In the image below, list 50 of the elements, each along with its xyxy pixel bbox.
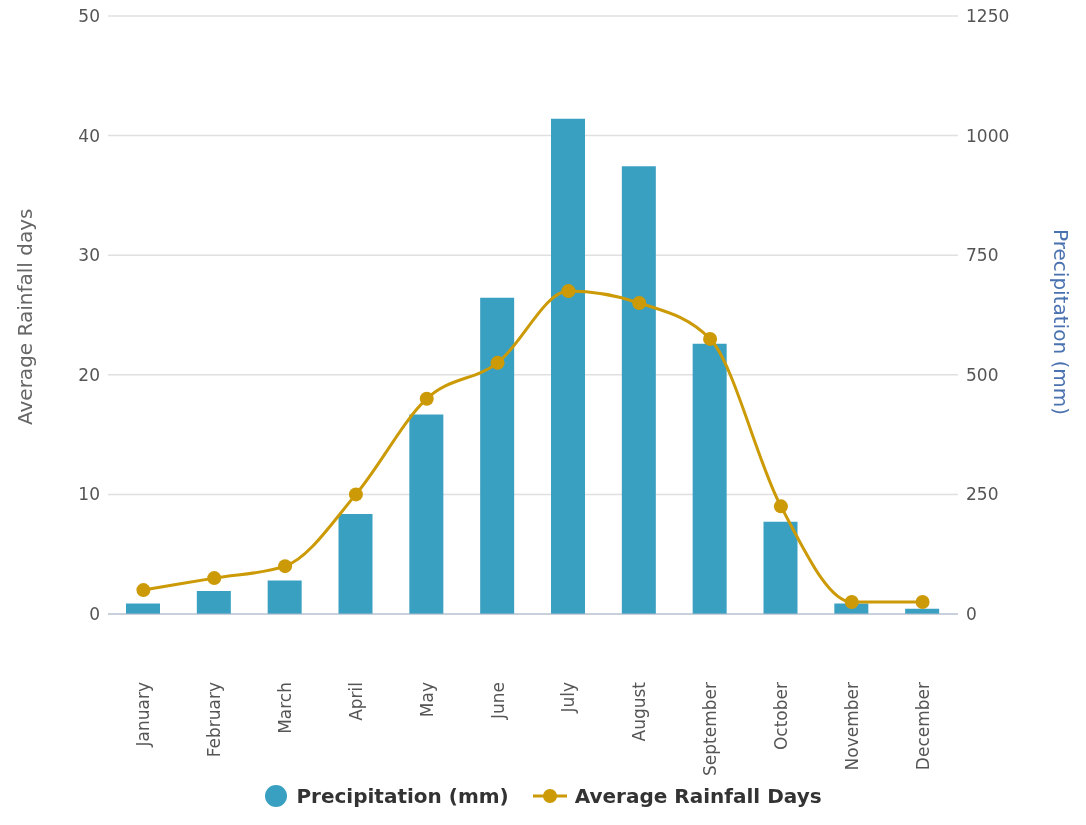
x-tick-label: September bbox=[700, 681, 721, 776]
bar bbox=[409, 414, 444, 614]
bar bbox=[196, 591, 231, 614]
point bbox=[490, 355, 505, 370]
y-axis-title: Average Rainfall days bbox=[13, 208, 38, 425]
point bbox=[136, 583, 151, 598]
x-tick-label: May bbox=[416, 682, 437, 718]
y2-axis-title: Precipitation (mm) bbox=[1048, 229, 1073, 415]
x-tick-label: March bbox=[275, 682, 296, 734]
bar bbox=[621, 166, 656, 614]
x-tick-label: June bbox=[487, 682, 508, 721]
y-tick-label: 20 bbox=[78, 364, 100, 385]
x-tick-label: January bbox=[133, 682, 154, 748]
y-tick-label: 10 bbox=[78, 484, 100, 505]
y2-tick-label: 250 bbox=[966, 484, 999, 505]
y-tick-label: 0 bbox=[89, 604, 100, 625]
legend-label: Average Rainfall Days bbox=[574, 784, 822, 808]
y-tick-label: 50 bbox=[78, 6, 100, 27]
y-tick-label: 30 bbox=[78, 245, 100, 266]
y2-tick-label: 0 bbox=[966, 604, 977, 625]
y-tick-label: 40 bbox=[78, 125, 100, 146]
point bbox=[278, 559, 293, 574]
point bbox=[844, 595, 859, 610]
x-tick-label: July bbox=[558, 682, 579, 714]
y2-tick-label: 1000 bbox=[966, 125, 1010, 146]
point bbox=[773, 499, 788, 514]
x-tick-label: April bbox=[345, 682, 366, 721]
bar bbox=[267, 580, 302, 614]
bar bbox=[338, 514, 373, 614]
x-tick-label: December bbox=[912, 681, 933, 771]
bar bbox=[692, 343, 727, 614]
legend-label: Precipitation (mm) bbox=[296, 784, 509, 808]
y2-tick-label: 750 bbox=[966, 245, 999, 266]
y2-tick-label: 1250 bbox=[966, 6, 1010, 27]
bar bbox=[480, 297, 515, 614]
x-tick-label: February bbox=[204, 682, 225, 758]
x-tick-label: October bbox=[770, 682, 791, 751]
point bbox=[703, 331, 718, 346]
bar bbox=[551, 118, 585, 614]
point bbox=[419, 391, 434, 406]
point bbox=[348, 487, 363, 502]
point bbox=[561, 284, 576, 299]
point bbox=[632, 296, 647, 311]
x-tick-label: August bbox=[629, 681, 650, 742]
bar bbox=[763, 521, 798, 614]
point bbox=[207, 571, 222, 586]
y2-tick-label: 500 bbox=[966, 364, 999, 385]
x-tick-label: November bbox=[841, 681, 862, 771]
bar bbox=[126, 603, 160, 614]
point bbox=[915, 595, 930, 610]
